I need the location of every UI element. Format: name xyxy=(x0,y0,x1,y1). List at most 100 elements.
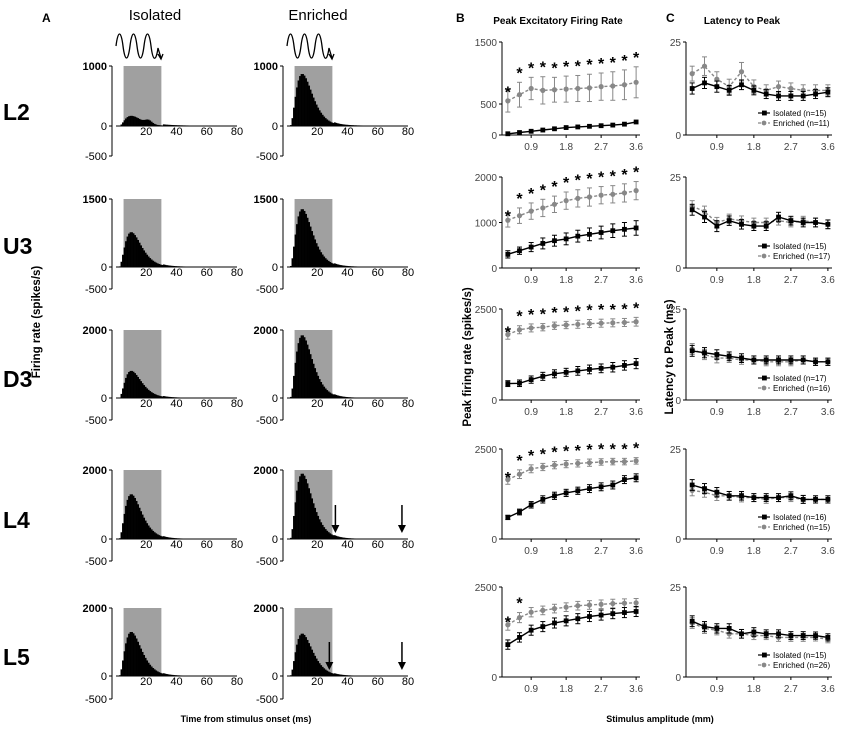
row-label-u3: U3 xyxy=(3,233,32,259)
psth-bar xyxy=(299,76,301,126)
psth-bar xyxy=(341,674,344,676)
enriched-point xyxy=(505,477,511,483)
psth-bar xyxy=(167,124,170,126)
hist-x-tick-label: 40 xyxy=(341,267,353,279)
psth-bar xyxy=(122,388,124,398)
hist-y-tick-label: -500 xyxy=(85,556,107,568)
psth-bar xyxy=(171,537,174,539)
hist-x-tick-label: 20 xyxy=(311,676,323,688)
hist-x-tick-label: 20 xyxy=(311,539,323,551)
psth-bar xyxy=(158,535,161,539)
psth-bar xyxy=(338,123,341,126)
line-y-tick-label: 0 xyxy=(491,264,497,275)
psth-bar xyxy=(153,393,156,398)
psth-bar xyxy=(294,502,297,539)
psth-bar xyxy=(344,537,347,539)
psth-bar xyxy=(330,393,333,398)
significance-star: * xyxy=(516,309,523,326)
psth-bar xyxy=(299,211,301,267)
psth-bar xyxy=(306,81,309,126)
psth-bar xyxy=(126,117,129,126)
psth-bar xyxy=(129,115,132,126)
psth-bar xyxy=(168,124,171,126)
legend-enriched-marker xyxy=(761,385,767,391)
psth-bar xyxy=(132,633,135,676)
psth-bar xyxy=(303,634,306,676)
psth-bar xyxy=(134,635,136,676)
enriched-point xyxy=(528,325,534,331)
psth-bar xyxy=(152,393,155,398)
psth-bar xyxy=(140,381,143,398)
significance-star: * xyxy=(505,470,512,487)
psth-bar xyxy=(321,254,324,267)
psth-bar xyxy=(294,652,297,676)
arrow-head-icon xyxy=(397,525,406,533)
psth-bar xyxy=(327,391,330,398)
psth-bar xyxy=(138,242,141,267)
hist-x-tick-label: 80 xyxy=(231,398,243,410)
hist-y-tick-label: -500 xyxy=(256,556,278,568)
isolated-point xyxy=(587,614,592,619)
legend-enriched-marker xyxy=(761,253,767,259)
psth-bar xyxy=(125,505,127,539)
significance-star: * xyxy=(598,170,605,187)
isolated-point xyxy=(505,642,511,647)
psth-bar xyxy=(128,496,130,539)
psth-bar xyxy=(317,661,320,676)
significance-star: * xyxy=(528,186,535,203)
psth-bar xyxy=(167,396,170,398)
psth-bar xyxy=(153,532,156,539)
significance-star: * xyxy=(633,300,640,317)
isolated-point xyxy=(622,610,627,615)
psth-bar xyxy=(293,107,295,126)
psth-bar xyxy=(293,375,295,398)
psth-bar xyxy=(126,374,129,398)
title-latency: Latency to Peak xyxy=(704,16,781,27)
psth-bar xyxy=(120,393,123,398)
isolated-point xyxy=(622,121,627,127)
line-y-tick-label: 0 xyxy=(491,131,497,142)
psth-bar xyxy=(311,93,314,126)
enriched-point xyxy=(563,198,569,204)
psth-bar xyxy=(147,119,150,126)
psth-bar xyxy=(302,633,304,676)
isolated-point xyxy=(540,241,546,246)
legend-enriched-label: Enriched (n=17) xyxy=(773,252,830,261)
psth-bar xyxy=(135,500,138,539)
hist-y-tick-label: 0 xyxy=(272,671,278,683)
isolated-point xyxy=(563,236,569,242)
psth-bar xyxy=(342,537,345,539)
hist-x-tick-label: 80 xyxy=(231,267,243,279)
psth-bar xyxy=(317,246,320,267)
enriched-point xyxy=(563,86,569,92)
line-x-tick-label: 3.6 xyxy=(821,407,835,418)
hist-y-tick-label: 2000 xyxy=(254,603,278,615)
significance-star: * xyxy=(610,441,617,458)
psth-bar xyxy=(296,490,298,539)
psth-bar xyxy=(300,473,303,539)
hist-x-tick-label: 20 xyxy=(140,676,152,688)
psth-bar xyxy=(317,107,320,126)
legend-isolated-marker xyxy=(762,514,767,520)
psth-bar xyxy=(300,335,303,398)
line-y-tick-label: 0 xyxy=(675,264,681,275)
legend-isolated-label: Isolated (n=15) xyxy=(773,242,827,251)
hist-x-tick-label: 60 xyxy=(372,676,384,688)
significance-star: * xyxy=(540,182,547,199)
isolated-point xyxy=(528,502,534,508)
psth-bar xyxy=(327,120,330,126)
psth-bar xyxy=(131,232,133,267)
enriched-point xyxy=(689,71,695,77)
psth-bar xyxy=(314,239,317,267)
psth-bar xyxy=(324,388,327,398)
psth-bar xyxy=(338,264,341,267)
isolated-point xyxy=(800,357,806,363)
legend-enriched-marker xyxy=(761,524,767,530)
psth-bar xyxy=(318,110,321,126)
isolated-point xyxy=(813,220,818,225)
enriched-point xyxy=(586,602,593,608)
isolated-point xyxy=(505,515,511,520)
significance-star: * xyxy=(598,302,605,319)
enriched-point xyxy=(516,92,523,98)
